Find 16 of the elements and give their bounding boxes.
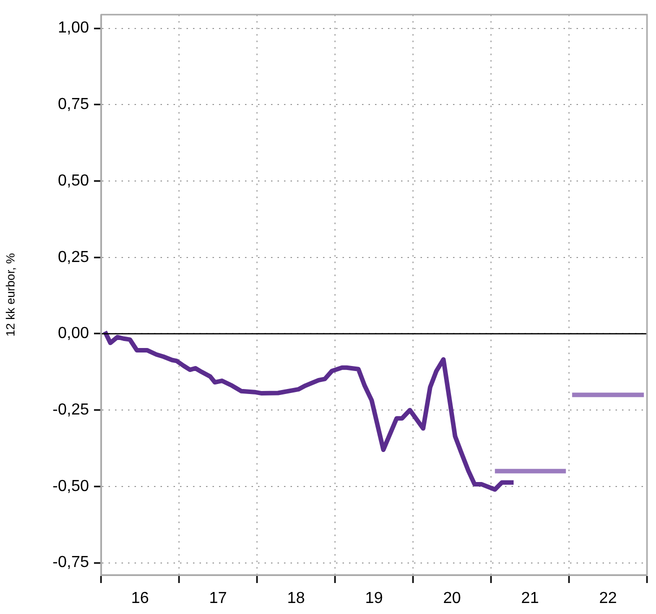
y-tick-label: -0,50 [52,478,90,495]
x-tick-label: 17 [209,590,227,608]
y-tick-label: 0,50 [58,172,90,190]
y-axis-title: 12 kk eurbor, % [4,252,18,336]
y-tick-label: 0,00 [58,325,90,342]
y-tick-label: -0,75 [52,554,90,572]
x-tick-label: 19 [365,590,383,608]
y-tick-label: 0,75 [58,96,90,114]
y-tick-label: 1,00 [58,20,90,37]
x-tick-label: 22 [599,590,617,608]
x-tick-label: 16 [131,590,149,608]
x-tick-label: 18 [287,590,305,608]
y-tick-label: 0,25 [58,248,90,266]
x-tick-label: 20 [443,590,461,608]
x-tick-label: 21 [521,590,539,608]
y-tick-label: -0,25 [52,401,90,418]
